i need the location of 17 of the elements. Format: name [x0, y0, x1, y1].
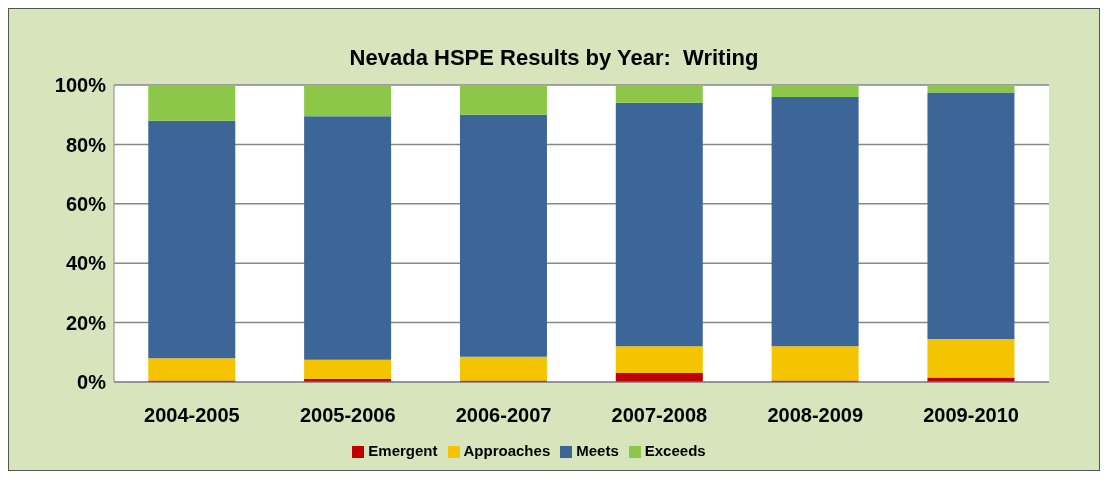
- legend-label: Approaches: [463, 442, 551, 459]
- y-tick-label: 40%: [65, 252, 107, 275]
- x-tick-label: 2004-2005: [144, 404, 240, 427]
- y-tick-label: 60%: [65, 192, 107, 215]
- legend-label: Exceeds: [644, 442, 706, 459]
- y-tick-label: 100%: [54, 74, 107, 97]
- legend-label: Emergent: [368, 442, 438, 459]
- chart-title: Nevada HSPE Results by Year: Writing: [348, 44, 760, 72]
- x-tick-label: 2007-2008: [611, 404, 708, 427]
- x-tick-label: 2006-2007: [455, 404, 552, 427]
- y-tick-label: 0%: [77, 371, 107, 394]
- y-tick-label: 80%: [65, 133, 107, 156]
- x-tick-label: 2008-2009: [767, 404, 864, 427]
- y-tick-label: 20%: [65, 311, 107, 334]
- legend-label: Meets: [576, 442, 619, 459]
- x-tick-label: 2005-2006: [299, 404, 396, 427]
- x-tick-label: 2009-2010: [923, 404, 1019, 427]
